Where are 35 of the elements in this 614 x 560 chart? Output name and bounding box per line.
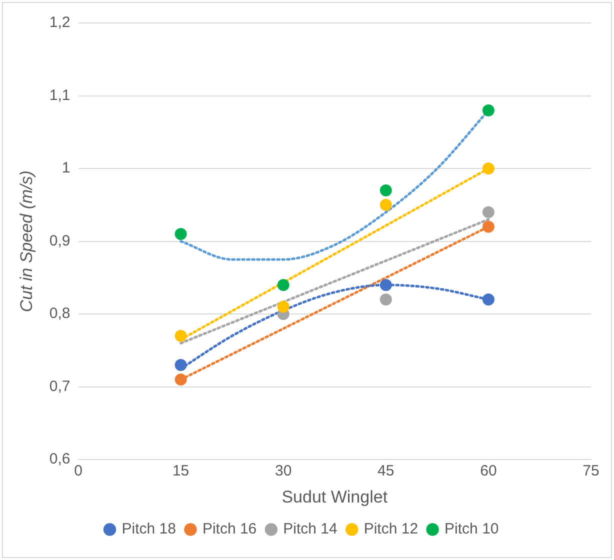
y-tick-label: 1,2 bbox=[49, 14, 70, 32]
point bbox=[174, 374, 187, 386]
x-axis-title: Sudut Winglet bbox=[282, 487, 388, 506]
y-tick-label: 1 bbox=[62, 160, 70, 177]
x-tick-label: 30 bbox=[275, 462, 292, 480]
x-tick-label: 75 bbox=[582, 462, 600, 480]
y-tick-label: 0,9 bbox=[49, 232, 70, 250]
legend-label: Pitch 16 bbox=[202, 520, 257, 538]
point bbox=[482, 206, 494, 218]
legend-label: Pitch 14 bbox=[283, 520, 338, 538]
point bbox=[174, 228, 187, 240]
legend-label: Pitch 18 bbox=[122, 520, 176, 538]
point bbox=[380, 184, 392, 196]
x-tick-label: 45 bbox=[378, 462, 394, 480]
x-tick-label: 60 bbox=[480, 462, 497, 480]
point bbox=[380, 294, 392, 306]
point bbox=[380, 198, 392, 211]
x-tick-label: 0 bbox=[74, 462, 82, 480]
y-tick-label: 1,1 bbox=[49, 86, 70, 104]
point bbox=[482, 162, 494, 175]
legend-label: Pitch 12 bbox=[364, 520, 418, 538]
y-tick-label: 0,6 bbox=[49, 450, 70, 468]
point bbox=[482, 294, 494, 306]
point bbox=[482, 220, 494, 233]
point bbox=[174, 330, 187, 342]
point bbox=[482, 104, 494, 116]
y-tick-label: 0,8 bbox=[49, 305, 70, 322]
y-axis-title: Cut in Speed (m/s) bbox=[16, 170, 36, 312]
point bbox=[174, 359, 187, 372]
y-tick-label: 0,7 bbox=[49, 378, 70, 395]
point bbox=[277, 300, 290, 313]
point bbox=[380, 278, 392, 291]
x-tick-label: 15 bbox=[172, 462, 190, 480]
point bbox=[277, 278, 290, 291]
legend-label: Pitch 10 bbox=[444, 520, 499, 538]
